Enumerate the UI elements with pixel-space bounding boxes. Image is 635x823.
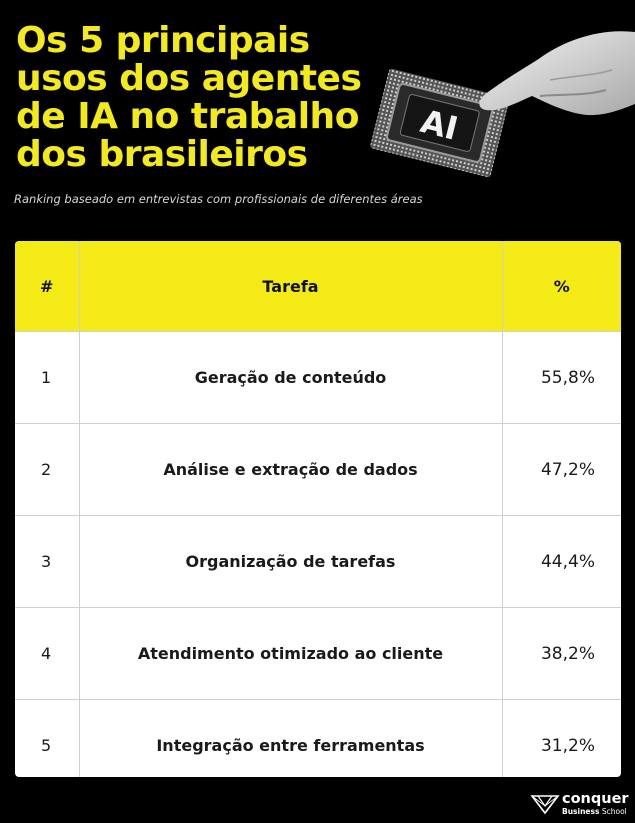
table-row: 5 Integração entre ferramentas 31,2% (15, 699, 621, 777)
percent-cell: 55,8% (501, 331, 621, 424)
table-row: 1 Geração de conteúdo 55,8% (15, 331, 621, 424)
table-row: 4 Atendimento otimizado ao cliente 38,2% (15, 607, 621, 700)
percent-cell: 38,2% (501, 607, 621, 700)
percent-cell: 31,2% (501, 699, 621, 777)
brand-subtitle: Business School (562, 807, 627, 816)
title-line: Os 5 principais (16, 20, 310, 61)
subtitle: Ranking baseado em entrevistas com profi… (14, 192, 423, 206)
brand-sub: School (601, 807, 627, 816)
brand-name: conquer (562, 791, 629, 807)
page-title: Os 5 principais usos dos agentes de IA n… (16, 20, 362, 175)
task-cell: Atendimento otimizado ao cliente (78, 607, 502, 700)
rank-cell: 1 (15, 331, 79, 424)
conquer-logo-icon (530, 795, 560, 815)
ranking-table: # Tarefa % 1 Geração de conteúdo 55,8% 2… (15, 241, 621, 777)
rank-cell: 5 (15, 699, 79, 777)
brand-logo: conquer Business School (530, 790, 629, 818)
brand-sub-bold: Business (562, 807, 600, 816)
hand-pressing-ai-chip-icon: AI (370, 31, 635, 178)
task-cell: Geração de conteúdo (78, 331, 502, 424)
title-line: usos dos agentes (16, 58, 362, 99)
column-header-rank: # (15, 241, 79, 332)
table-header-row: # Tarefa % (15, 241, 621, 332)
title-line: de IA no trabalho (16, 96, 359, 137)
title-line: dos brasileiros (16, 134, 308, 175)
chip-label: AI (417, 102, 462, 148)
task-cell: Organização de tarefas (78, 515, 502, 608)
rank-cell: 2 (15, 423, 79, 516)
task-cell: Análise e extração de dados (78, 423, 502, 516)
task-cell: Integração entre ferramentas (78, 699, 502, 777)
table-row: 2 Análise e extração de dados 47,2% (15, 423, 621, 516)
rank-cell: 3 (15, 515, 79, 608)
table-row: 3 Organização de tarefas 44,4% (15, 515, 621, 608)
column-header-task: Tarefa (78, 241, 502, 332)
percent-cell: 44,4% (501, 515, 621, 608)
rank-cell: 4 (15, 607, 79, 700)
column-header-percent: % (501, 241, 621, 332)
percent-cell: 47,2% (501, 423, 621, 516)
